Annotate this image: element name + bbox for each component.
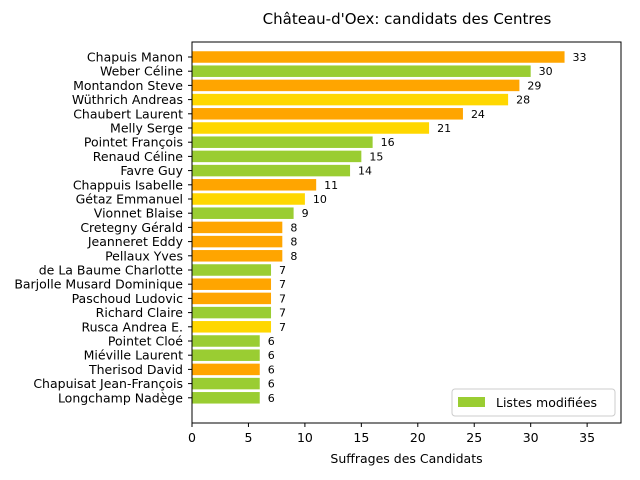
y-tick-label: Wüthrich Andreas: [72, 92, 183, 107]
y-tick-label: Cretegny Gérald: [80, 220, 183, 235]
bar: [192, 335, 260, 347]
x-tick-label: 30: [523, 430, 539, 445]
y-tick-label: Rusca Andrea E.: [81, 319, 183, 334]
data-label: 6: [268, 378, 275, 391]
bar: [192, 306, 272, 319]
chart-title: Château-d'Oex: candidats des Centres: [263, 10, 552, 28]
y-tick-label: de La Baume Charlotte: [39, 263, 184, 278]
y-tick-label: Vionnet Blaise: [94, 206, 184, 221]
y-tick-label: Miéville Laurent: [84, 348, 183, 363]
bar: [192, 108, 463, 120]
y-tick-label: Chapuis Manon: [87, 50, 183, 65]
legend-label: Listes modifiées: [496, 395, 597, 410]
y-tick-label: Chaubert Laurent: [73, 106, 183, 121]
data-label: 6: [268, 392, 275, 405]
data-label: 33: [573, 51, 587, 64]
y-tick-label: Therisod David: [88, 362, 183, 377]
y-tick-label: Pointet Cloé: [108, 334, 183, 349]
y-tick-label: Longchamp Nadège: [58, 390, 183, 405]
bar: [192, 264, 272, 276]
x-tick-label: 10: [297, 430, 313, 445]
y-tick-label: Chappuis Isabelle: [73, 177, 183, 192]
data-label: 9: [302, 207, 309, 220]
y-tick-label: Melly Serge: [110, 121, 183, 136]
data-label: 8: [290, 250, 297, 263]
data-label: 7: [279, 278, 286, 291]
data-label: 29: [527, 79, 541, 92]
data-label: 8: [290, 221, 297, 234]
x-tick-label: 5: [244, 430, 252, 445]
x-axis-label: Suffrages des Candidats: [330, 451, 482, 466]
data-label: 6: [268, 349, 275, 362]
data-label: 7: [279, 321, 286, 334]
bar: [192, 51, 565, 63]
bar: [192, 321, 272, 333]
y-tick-label: Renaud Céline: [93, 149, 184, 164]
data-label: 21: [437, 122, 451, 135]
bar: [192, 65, 531, 77]
bar: [192, 377, 260, 390]
data-label: 11: [324, 179, 338, 192]
bar: [192, 235, 283, 248]
bar: [192, 79, 520, 92]
y-tick-label: Richard Claire: [96, 305, 184, 320]
y-tick-label: Chapuisat Jean-François: [33, 376, 183, 391]
legend-box: [451, 388, 616, 417]
x-tick-label: 15: [353, 430, 369, 445]
legend-swatch: [458, 397, 485, 407]
y-tick-label: Jeanneret Eddy: [87, 234, 184, 249]
bar: [192, 363, 260, 376]
bar: [192, 349, 260, 361]
bar: [192, 93, 509, 106]
data-label: 28: [516, 94, 530, 107]
bar: [192, 179, 317, 191]
legend: Listes modifiées: [451, 388, 616, 417]
x-ticks: 0 5 10 15 20 25 30 35: [188, 423, 595, 445]
data-label: 6: [268, 363, 275, 376]
bar: [192, 250, 283, 262]
bar: [192, 392, 260, 404]
bar: [192, 164, 351, 177]
bar: [192, 278, 272, 290]
data-label: 16: [381, 136, 395, 149]
y-tick-label: Weber Céline: [100, 64, 183, 79]
y-tick-label: Montandon Steve: [73, 78, 183, 93]
plot-frame: [191, 41, 622, 424]
data-label: 14: [358, 165, 372, 178]
bar: [192, 122, 430, 134]
x-tick-label: 25: [466, 430, 482, 445]
data-label: 7: [279, 307, 286, 320]
bar: [192, 221, 283, 234]
bar: [192, 150, 362, 163]
x-tick-label: 35: [579, 430, 595, 445]
y-tick-label: Pointet François: [84, 135, 183, 150]
data-label: 30: [539, 65, 553, 78]
y-tick-label: Pellaux Yves: [105, 248, 183, 263]
x-tick-label: 0: [188, 430, 196, 445]
bar: [192, 193, 305, 205]
bar: [192, 136, 373, 148]
y-tick-label: Barjolle Musard Dominique: [14, 277, 183, 292]
data-label: 24: [471, 108, 485, 121]
data-label: 15: [369, 150, 383, 163]
bar: [192, 292, 272, 305]
data-label: 8: [290, 236, 297, 249]
bar: [192, 207, 294, 219]
y-tick-label: Paschoud Ludovic: [72, 291, 184, 306]
y-tick-label: Favre Guy: [120, 163, 183, 178]
data-label: 7: [279, 292, 286, 305]
data-label: 6: [268, 335, 275, 348]
x-tick-label: 20: [410, 430, 426, 445]
bars-group: [192, 51, 565, 404]
y-tick-label: Gétaz Emmanuel: [76, 192, 183, 207]
data-label: 10: [313, 193, 327, 206]
data-label: 7: [279, 264, 286, 277]
